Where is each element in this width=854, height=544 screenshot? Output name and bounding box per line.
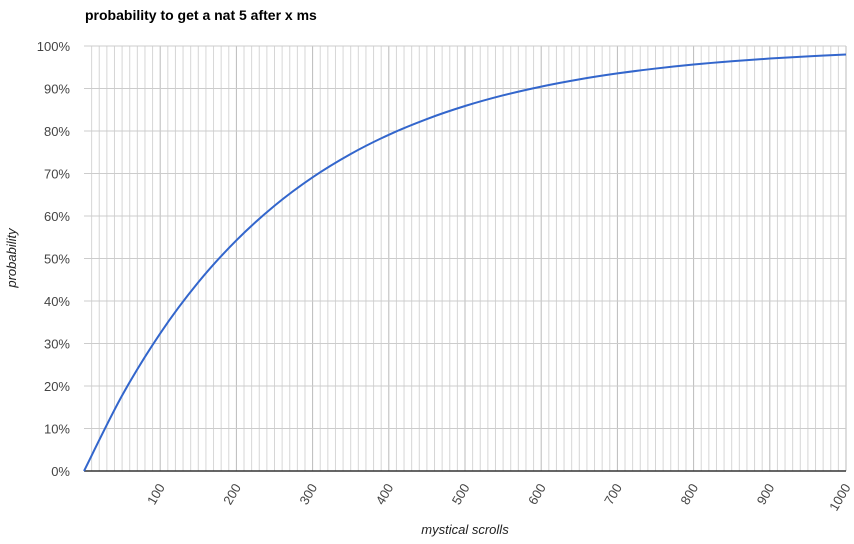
- grid: [84, 45, 847, 472]
- y-tick-label: 30%: [44, 337, 70, 352]
- chart-title: probability to get a nat 5 after x ms: [85, 7, 317, 23]
- x-tick-label: 500: [449, 481, 473, 507]
- x-tick-label: 200: [220, 481, 244, 507]
- y-tick-label: 100%: [37, 39, 71, 54]
- y-tick-label: 60%: [44, 209, 70, 224]
- y-tick-label: 70%: [44, 167, 70, 182]
- x-tick-label: 600: [525, 481, 549, 507]
- x-axis-label: mystical scrolls: [421, 522, 509, 537]
- y-tick-label: 80%: [44, 124, 70, 139]
- x-tick-label: 700: [601, 481, 625, 507]
- x-axis-ticks: 100 200 300 400 500 600 700 800 900 1000: [144, 481, 854, 514]
- y-axis-ticks: 0% 10% 20% 30% 40% 50% 60% 70% 80% 90% 100%: [37, 39, 71, 479]
- series-lines: [83, 53, 847, 472]
- y-tick-label: 40%: [44, 294, 70, 309]
- x-tick-label: 100: [144, 481, 168, 507]
- x-tick-label: 400: [373, 481, 397, 507]
- x-tick-label: 900: [754, 481, 778, 507]
- y-tick-label: 50%: [44, 252, 70, 267]
- y-axis-label: probability: [4, 227, 19, 289]
- y-tick-label: 0%: [51, 464, 70, 479]
- y-tick-label: 20%: [44, 379, 70, 394]
- x-tick-label: 1000: [826, 481, 853, 514]
- x-tick-label: 800: [677, 481, 701, 507]
- y-tick-label: 90%: [44, 82, 70, 97]
- series-line: [83, 53, 847, 472]
- y-tick-label: 10%: [44, 422, 70, 437]
- x-tick-label: 300: [296, 481, 320, 507]
